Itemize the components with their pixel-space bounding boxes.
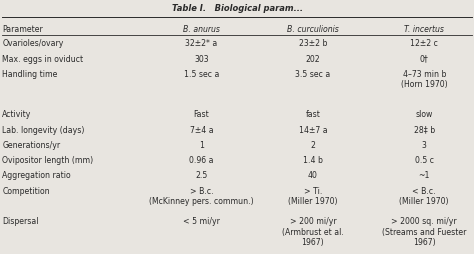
- Text: 14±7 a: 14±7 a: [299, 126, 327, 135]
- Text: Ovipositor length (mm): Ovipositor length (mm): [2, 156, 93, 165]
- Text: > Ti.
(Miller 1970): > Ti. (Miller 1970): [288, 187, 337, 206]
- Text: Ovarioles/ovary: Ovarioles/ovary: [2, 39, 64, 48]
- Text: 2.5: 2.5: [195, 171, 208, 180]
- Text: T. incertus: T. incertus: [404, 25, 444, 34]
- Text: ~1: ~1: [419, 171, 430, 180]
- Text: 1: 1: [199, 141, 204, 150]
- Text: B. curculionis: B. curculionis: [287, 25, 339, 34]
- Text: Aggregation ratio: Aggregation ratio: [2, 171, 71, 180]
- Text: 40: 40: [308, 171, 318, 180]
- Text: 12±2 c: 12±2 c: [410, 39, 438, 48]
- Text: < B.c.
(Miller 1970): < B.c. (Miller 1970): [400, 187, 449, 206]
- Text: Fast: Fast: [193, 110, 210, 119]
- Text: 4–73 min b
(Horn 1970): 4–73 min b (Horn 1970): [401, 70, 447, 89]
- Text: > 200 mi/yr
(Armbrust et al.
1967): > 200 mi/yr (Armbrust et al. 1967): [282, 217, 344, 247]
- Text: 28‡ b: 28‡ b: [414, 126, 435, 135]
- Text: > B.c.
(McKinney pers. commun.): > B.c. (McKinney pers. commun.): [149, 187, 254, 206]
- Text: Max. eggs in oviduct: Max. eggs in oviduct: [2, 55, 83, 64]
- Text: 303: 303: [194, 55, 209, 64]
- Text: 2: 2: [310, 141, 315, 150]
- Text: 202: 202: [306, 55, 320, 64]
- Text: 1.5 sec a: 1.5 sec a: [184, 70, 219, 79]
- Text: > 2000 sq. mi/yr
(Streams and Fuester
1967): > 2000 sq. mi/yr (Streams and Fuester 19…: [382, 217, 466, 247]
- Text: 23±2 b: 23±2 b: [299, 39, 327, 48]
- Text: Activity: Activity: [2, 110, 32, 119]
- Text: 0.5 c: 0.5 c: [415, 156, 434, 165]
- Text: B. anurus: B. anurus: [183, 25, 220, 34]
- Text: 3: 3: [422, 141, 427, 150]
- Text: 3.5 sec a: 3.5 sec a: [295, 70, 330, 79]
- Text: slow: slow: [416, 110, 433, 119]
- Text: Handling time: Handling time: [2, 70, 58, 79]
- Text: 32±2* a: 32±2* a: [185, 39, 218, 48]
- Text: Dispersal: Dispersal: [2, 217, 39, 226]
- Text: Generations/yr: Generations/yr: [2, 141, 61, 150]
- Text: 1.4 b: 1.4 b: [303, 156, 323, 165]
- Text: Lab. longevity (days): Lab. longevity (days): [2, 126, 85, 135]
- Text: 7±4 a: 7±4 a: [190, 126, 213, 135]
- Text: < 5 mi/yr: < 5 mi/yr: [183, 217, 220, 226]
- Text: 0†: 0†: [420, 55, 428, 64]
- Text: fast: fast: [305, 110, 320, 119]
- Text: Parameter: Parameter: [2, 25, 43, 34]
- Text: Competition: Competition: [2, 187, 50, 196]
- Text: 0.96 a: 0.96 a: [189, 156, 214, 165]
- Text: Table I.   Biological param...: Table I. Biological param...: [172, 4, 302, 13]
